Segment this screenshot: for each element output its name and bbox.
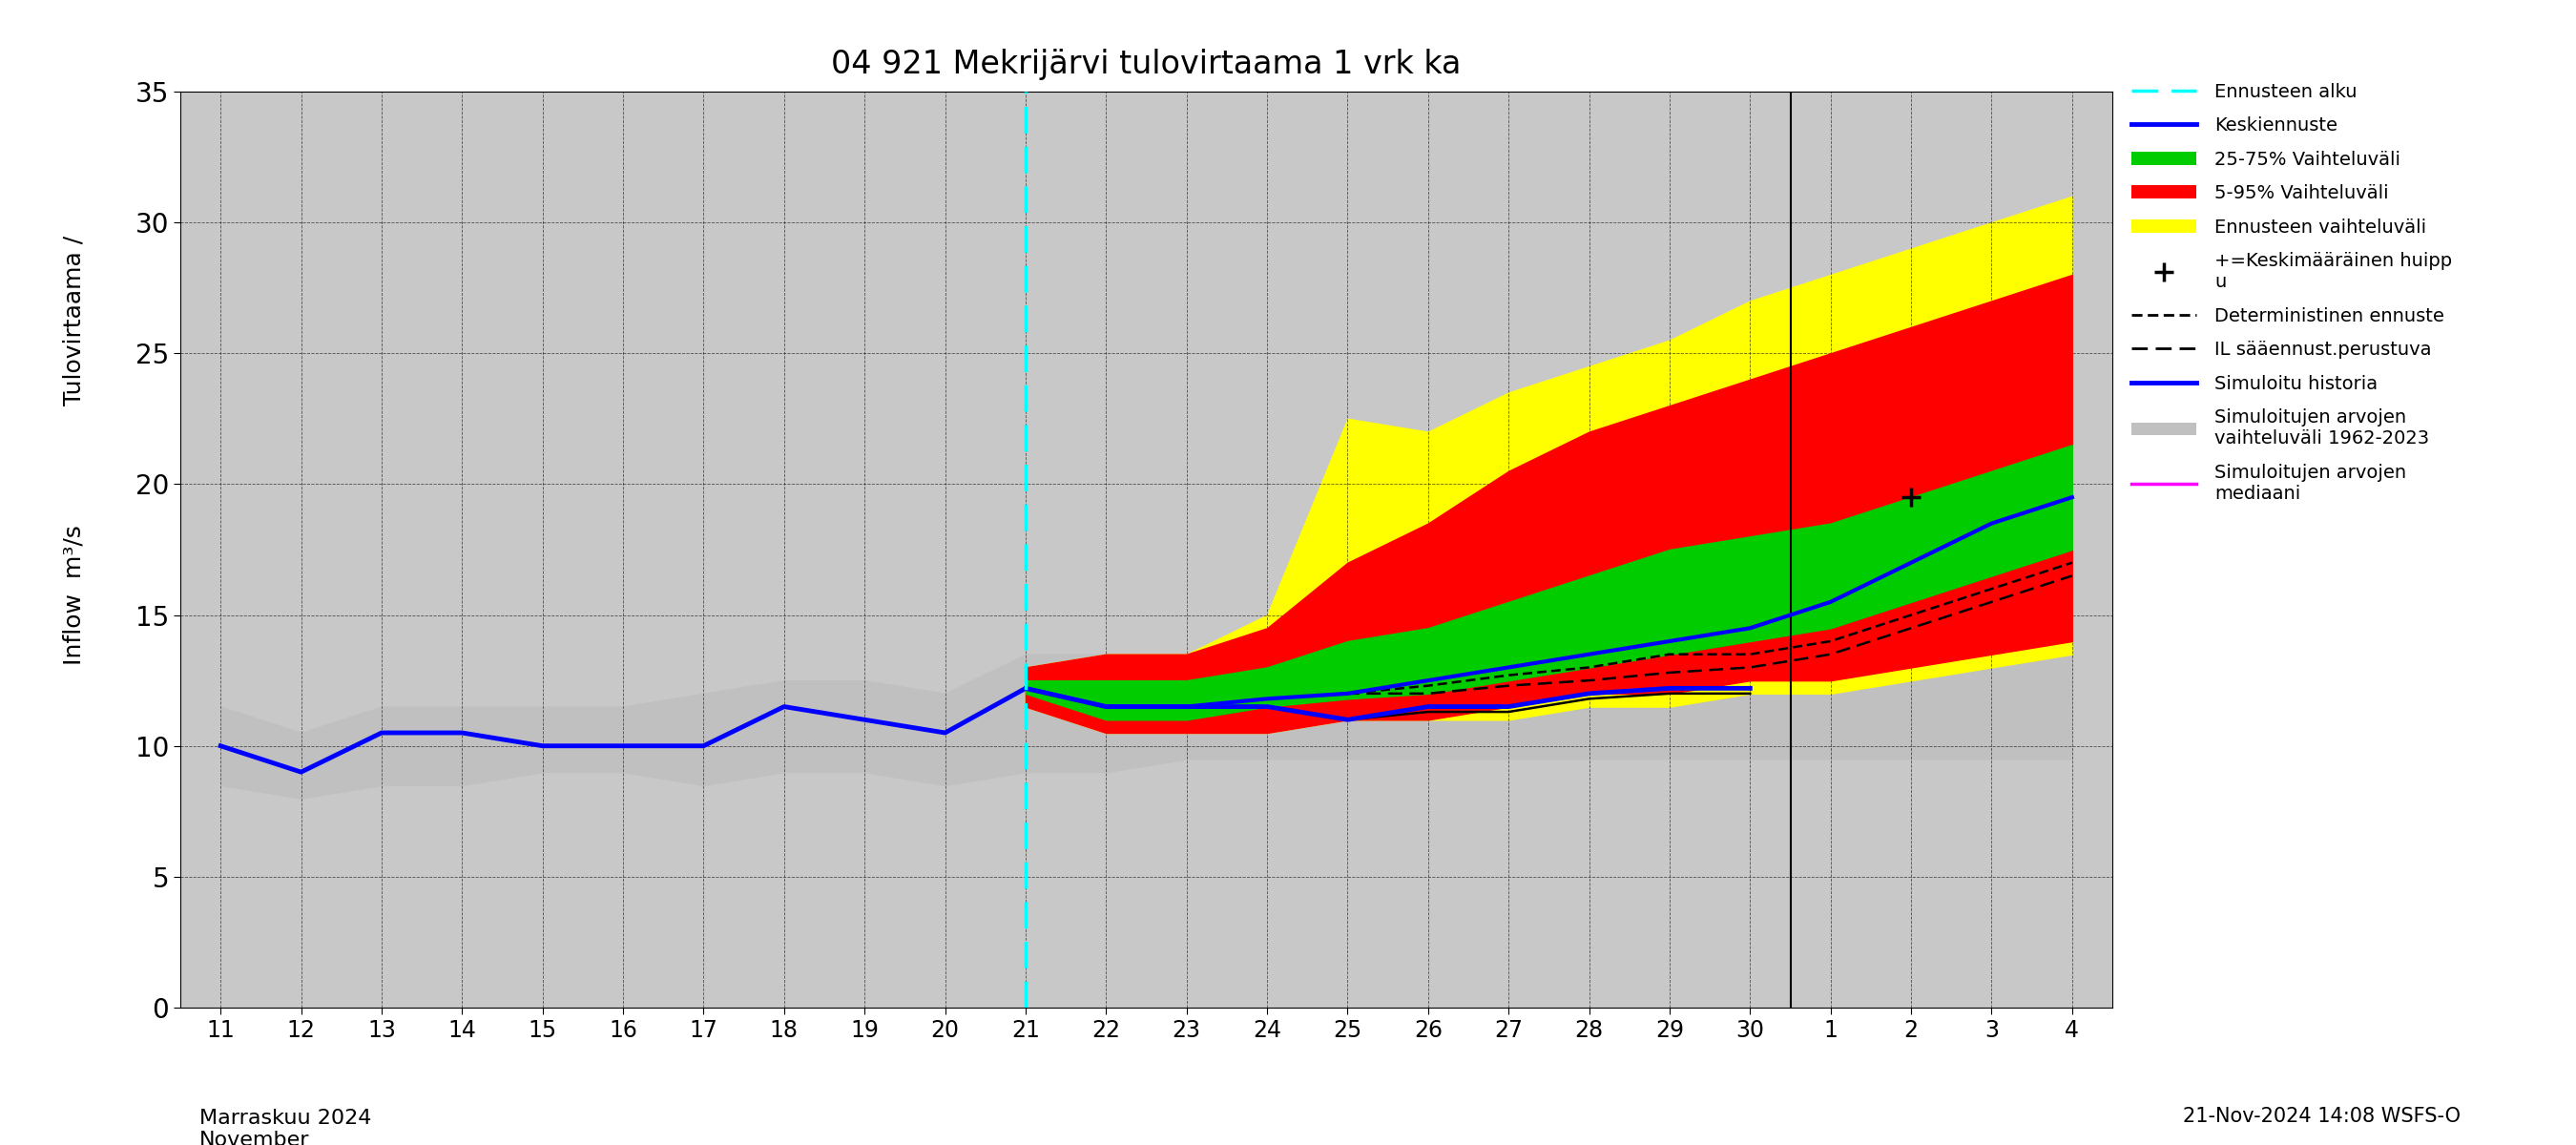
Text: 21-Nov-2024 14:08 WSFS-O: 21-Nov-2024 14:08 WSFS-O (2182, 1107, 2460, 1126)
Text: Tulovirtaama /: Tulovirtaama / (62, 236, 85, 405)
Title: 04 921 Mekrijärvi tulovirtaama 1 vrk ka: 04 921 Mekrijärvi tulovirtaama 1 vrk ka (832, 48, 1461, 80)
Text: Marraskuu 2024
November: Marraskuu 2024 November (201, 1108, 371, 1145)
Text: Inflow  m³/s: Inflow m³/s (62, 526, 85, 665)
Legend: Ennusteen alku, Keskiennuste, 25-75% Vaihteluväli, 5-95% Vaihteluväli, Ennusteen: Ennusteen alku, Keskiennuste, 25-75% Vai… (2130, 82, 2452, 503)
